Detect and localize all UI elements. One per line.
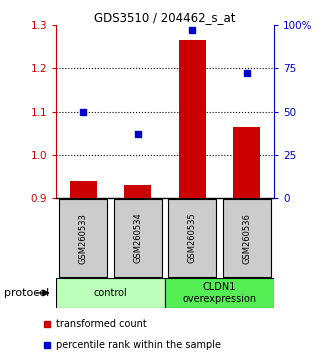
Title: GDS3510 / 204462_s_at: GDS3510 / 204462_s_at [94, 11, 236, 24]
Text: percentile rank within the sample: percentile rank within the sample [56, 340, 221, 350]
Bar [124, 185, 151, 198]
Text: CLDN1
overexpression: CLDN1 overexpression [182, 282, 256, 304]
Bar [168, 199, 216, 277]
Text: protocol: protocol [4, 288, 49, 298]
Text: GSM260535: GSM260535 [188, 213, 197, 263]
Text: GSM260536: GSM260536 [242, 213, 251, 263]
Bar [56, 278, 165, 308]
Bar [165, 278, 274, 308]
Bar [233, 127, 260, 198]
Bar [114, 199, 162, 277]
Bar [179, 40, 206, 198]
Bar [59, 199, 107, 277]
Bar [223, 199, 271, 277]
Text: GSM260534: GSM260534 [133, 213, 142, 263]
Text: control: control [94, 288, 127, 298]
Text: GSM260533: GSM260533 [79, 213, 88, 263]
Bar [70, 181, 97, 198]
Text: transformed count: transformed count [56, 319, 147, 329]
